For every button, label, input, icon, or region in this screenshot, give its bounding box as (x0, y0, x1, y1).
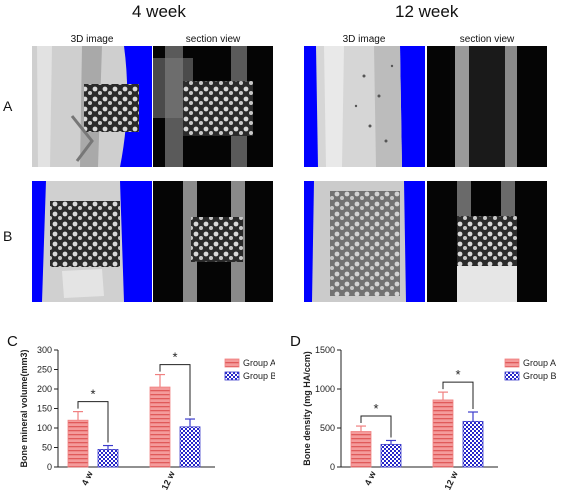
col-header-section-12w: section view (459, 34, 515, 45)
chart-c-legend-swatch-group-b (224, 371, 240, 381)
chart-c-bar-group-a (149, 386, 171, 468)
chart-c-significance-bracket (77, 401, 109, 443)
image-a-section-4week (153, 46, 273, 167)
chart-d-legend-swatch-group-a (504, 358, 520, 368)
chart-c-y-tick-label: 300 (37, 345, 52, 355)
image-b-section-4week (153, 181, 273, 302)
chart-c-y-tick-label: 0 (47, 462, 52, 472)
chart-d-bar-group-a (432, 399, 454, 468)
chart-d-legend-label-group-a: Group A (523, 358, 556, 368)
chart-c-significance-bracket (159, 364, 191, 417)
chart-c-y-tick-label: 200 (37, 384, 52, 394)
chart-c-category-label: 4 w (80, 469, 96, 487)
chart-c-bar-group-b (97, 449, 119, 468)
col-header-section-4w: section view (185, 34, 241, 45)
panel-label-d: D (290, 333, 301, 350)
chart-d-y-tick-label: 1500 (315, 345, 335, 355)
col-header-3d-12w: 3D image (342, 34, 386, 45)
chart-d-significance-bracket (442, 381, 474, 410)
chart-c: 0 50 100 150 200 250 300 Bone mineral volume(mm… (15, 330, 277, 492)
chart-c-legend-swatch-group-a (224, 358, 240, 368)
image-a-3d-4week (32, 46, 152, 167)
chart-d-y-axis-label: Bone density (mg HA/ccm) (302, 351, 312, 466)
chart-d-y-tick-label: 0 (330, 462, 335, 472)
chart-c-category-label: 12 w (160, 469, 178, 490)
image-b-section-12week (427, 181, 547, 302)
chart-d-category-label: 4 w (363, 469, 379, 487)
chart-c-y-tick-label: 150 (37, 404, 52, 414)
image-b-3d-4week (32, 181, 152, 302)
week-title-4: 4 week (132, 2, 186, 21)
chart-c-legend-label-group-a: Group A (243, 358, 275, 368)
chart-d-bar-group-a (350, 431, 372, 468)
chart-d-significance-star: * (373, 401, 378, 416)
chart-c-y-tick-label: 100 (37, 423, 52, 433)
chart-c-significance-star: * (90, 387, 95, 402)
chart-c-y-axis-label: Bone mineral volume(mm3) (19, 349, 29, 467)
week-title-12: 12 week (395, 2, 459, 21)
chart-d-legend-label-group-b: Group B (523, 371, 557, 381)
chart-d-legend-swatch-group-b (504, 371, 520, 381)
chart-d-significance-star: * (455, 367, 460, 382)
row-label-a: A (3, 98, 13, 114)
chart-d: 0 500 1000 1500 Bone density (mg HA/ccm) * 4 w… (298, 330, 563, 492)
image-b-3d-12week (304, 181, 425, 302)
chart-c-y-tick-label: 50 (42, 443, 52, 453)
image-a-3d-12week (304, 46, 425, 167)
chart-d-y-tick-label: 1000 (315, 384, 335, 394)
chart-d-bar-group-b (380, 443, 402, 468)
chart-c-y-tick-label: 250 (37, 365, 52, 375)
panel-label-c: C (7, 333, 18, 350)
chart-d-y-tick-label: 500 (320, 423, 335, 433)
col-header-3d-4w: 3D image (70, 34, 114, 45)
chart-d-significance-bracket (360, 415, 392, 438)
chart-c-svg: 0 50 100 150 200 250 300 Bone mineral volume(mm… (19, 345, 277, 492)
chart-c-legend-label-group-b: Group B (243, 371, 275, 381)
chart-c-bar-group-a (67, 419, 89, 468)
image-a-section-12week (427, 46, 547, 167)
chart-c-significance-star: * (172, 350, 177, 365)
chart-c-bar-group-b (179, 426, 201, 468)
row-label-b: B (3, 228, 13, 244)
chart-d-category-label: 12 w (443, 469, 461, 490)
chart-d-bar-group-b (462, 420, 484, 468)
